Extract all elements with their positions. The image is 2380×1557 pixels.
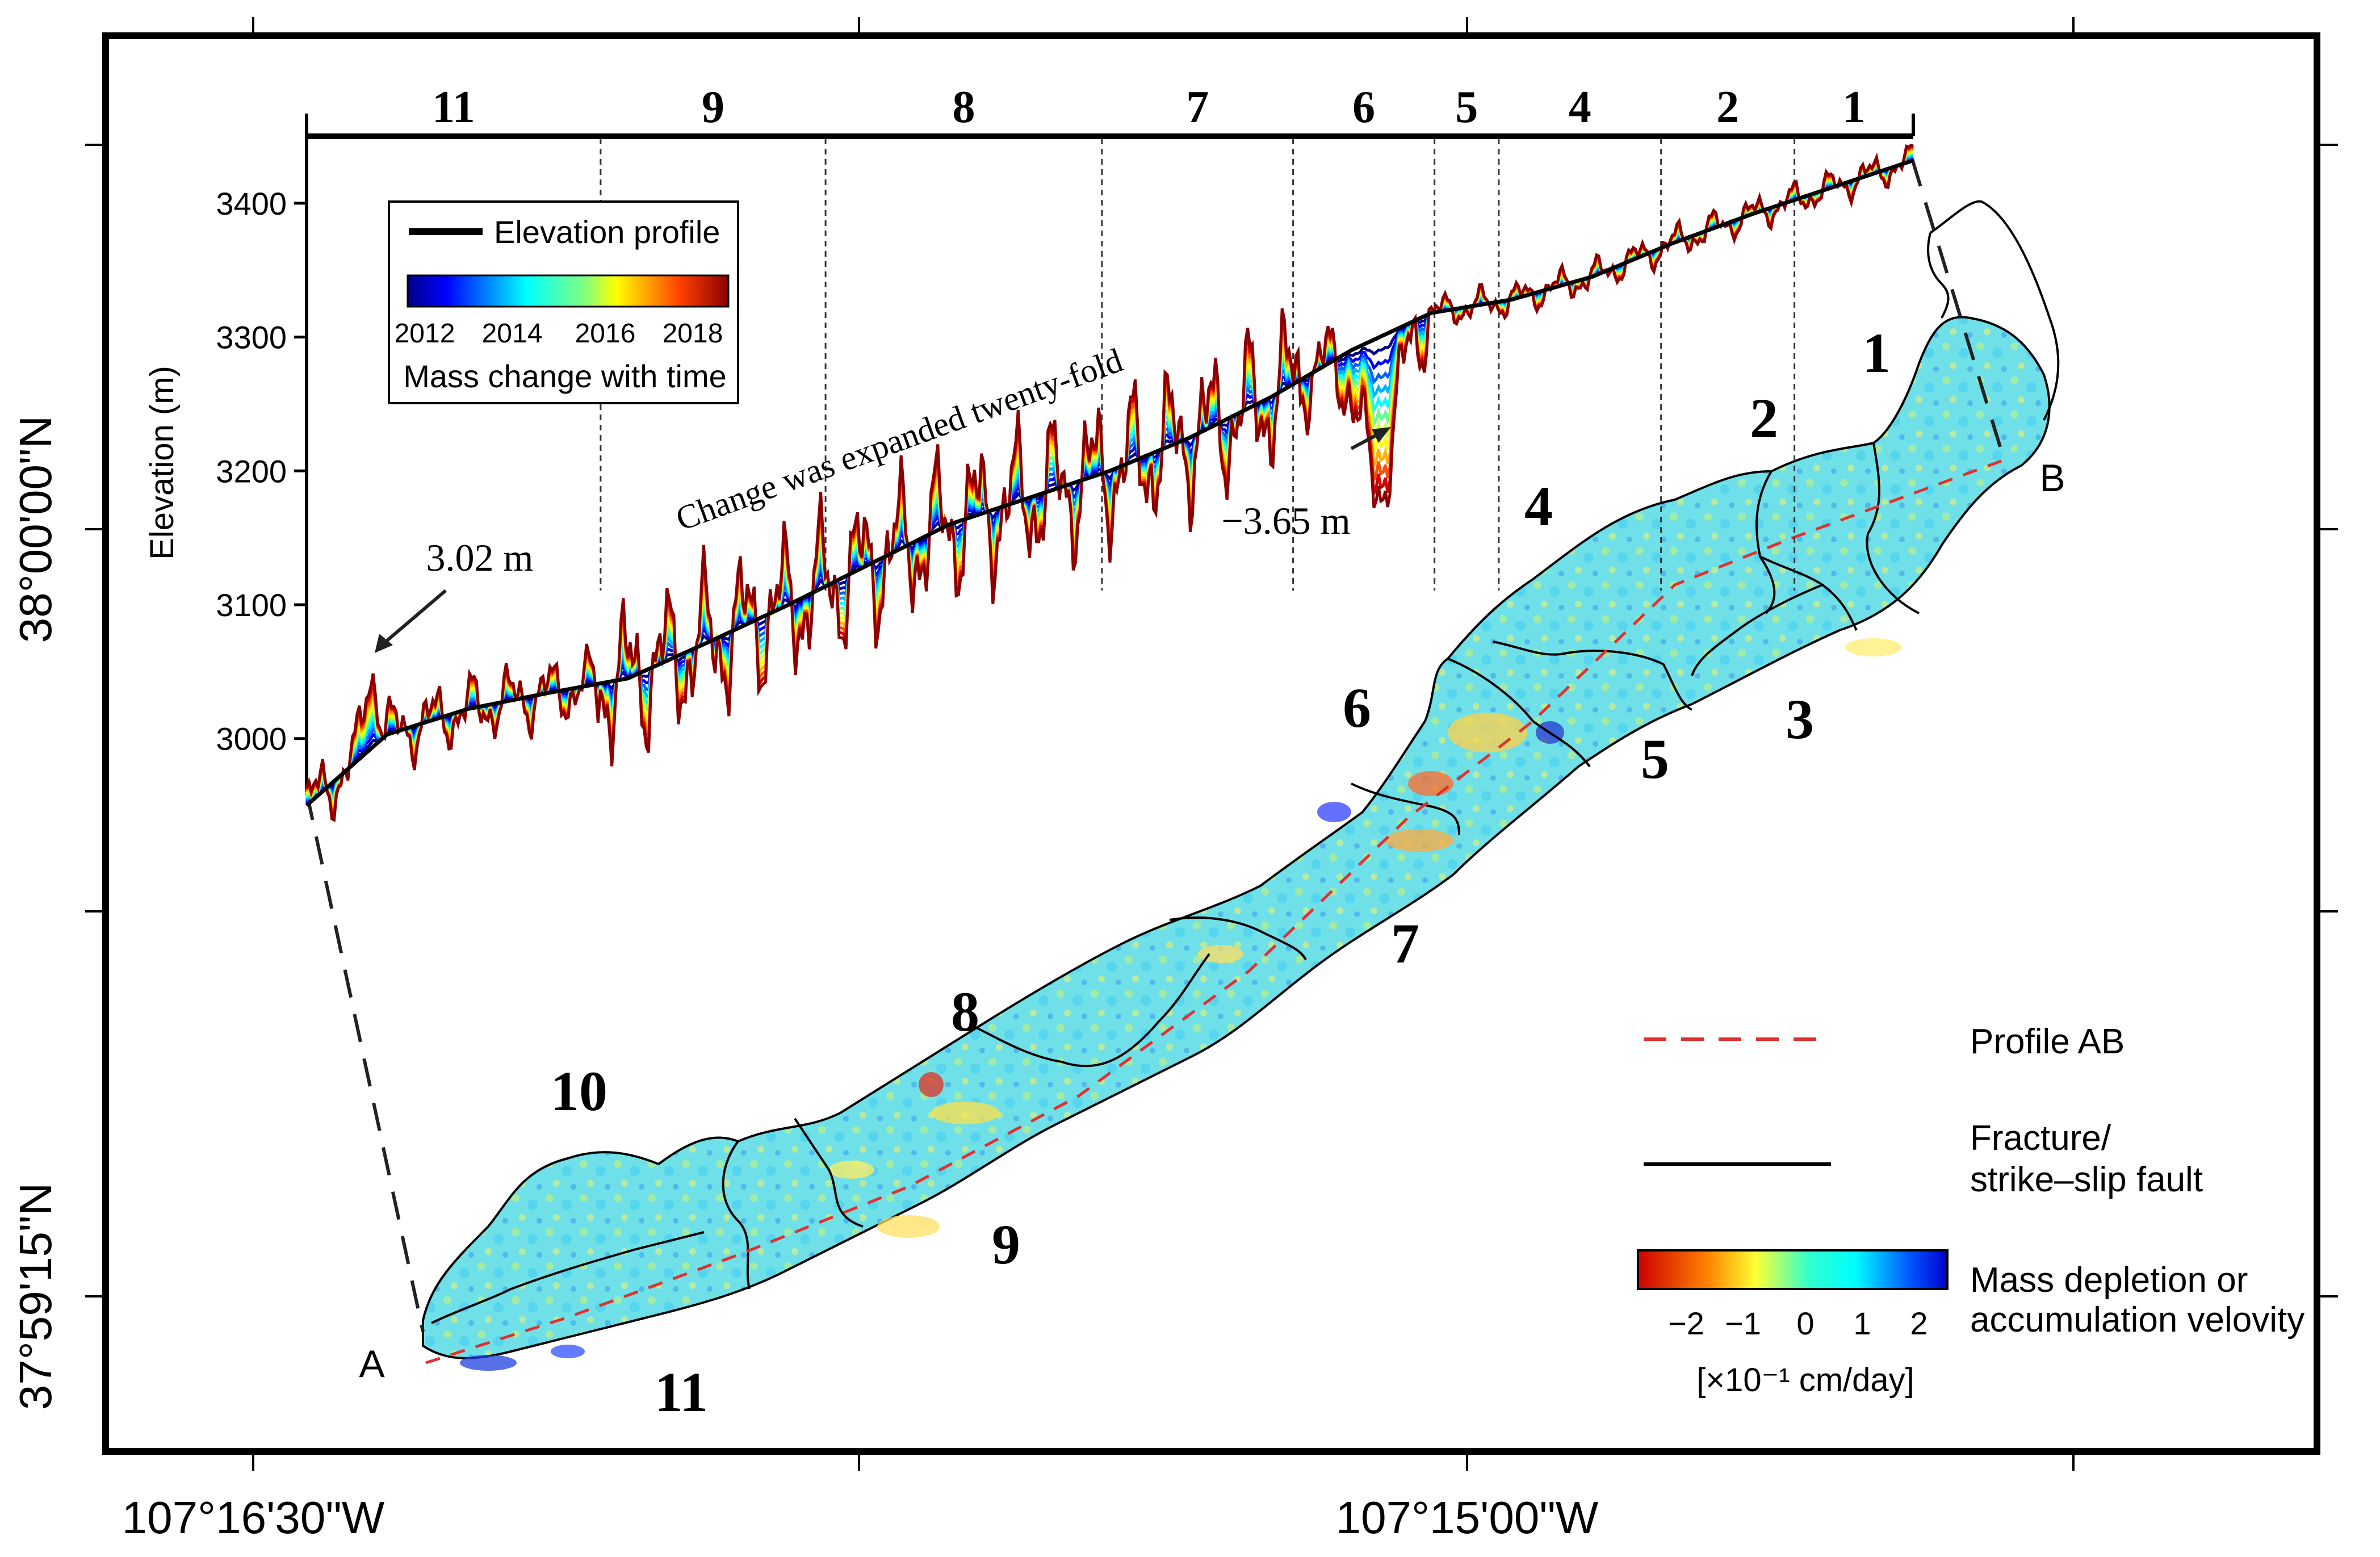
velocity-tick: −1 bbox=[1725, 1305, 1761, 1341]
map-zone-11: 11 bbox=[655, 1361, 708, 1424]
scarp-edge bbox=[1927, 232, 1950, 319]
lon-label-west: 107°16'30"W bbox=[122, 1492, 385, 1543]
landslide-body bbox=[422, 316, 2051, 1359]
lat-label-north: 38°00'00"N bbox=[10, 416, 61, 643]
velocity-tick: −2 bbox=[1668, 1305, 1704, 1341]
time-colorbar-label: Mass change with time bbox=[403, 358, 727, 394]
segment-label: 5 bbox=[1455, 82, 1478, 132]
legend-velocity-label-1: Mass depletion or bbox=[1970, 1261, 2248, 1300]
map-zone-6: 6 bbox=[1343, 676, 1371, 739]
segment-label: 2 bbox=[1716, 82, 1739, 132]
y-axis-label: Elevation (m) bbox=[144, 366, 181, 560]
point-b-label: B bbox=[2039, 457, 2065, 500]
segment-label: 7 bbox=[1186, 82, 1209, 132]
elevation-profile-line bbox=[305, 158, 1914, 807]
mass-change-curve bbox=[305, 143, 1914, 822]
map-legend: Profile AB Fracture/ strike–slip fault −… bbox=[1637, 1022, 2304, 1399]
lat-label-south: 37°59'15"N bbox=[10, 1183, 61, 1410]
legend-fracture-label-1: Fracture/ bbox=[1970, 1119, 2111, 1158]
time-tick: 2018 bbox=[663, 319, 723, 349]
velocity-tick: 1 bbox=[1853, 1305, 1871, 1341]
head-scarp bbox=[1929, 200, 2060, 421]
connector-b bbox=[1910, 158, 2006, 461]
segment-label: 1 bbox=[1842, 82, 1865, 132]
y-tick-label: 3300 bbox=[216, 320, 287, 355]
map-zone-8: 8 bbox=[951, 980, 979, 1043]
velocity-tick: 2 bbox=[1910, 1305, 1928, 1341]
annotation-gain: 3.02 m bbox=[426, 536, 534, 579]
profile-ab-line bbox=[425, 458, 2005, 1365]
legend-profile-label: Profile AB bbox=[1970, 1022, 2125, 1061]
map-zone-5: 5 bbox=[1641, 727, 1669, 790]
legend-velocity-label-2: accumulation velovity bbox=[1970, 1300, 2304, 1340]
time-tick: 2016 bbox=[575, 319, 636, 349]
map-zone-1: 1 bbox=[1862, 321, 1891, 384]
legend-velocity-colorbar bbox=[1637, 1249, 1949, 1290]
point-a-label: A bbox=[359, 1342, 385, 1386]
arrowhead-loss bbox=[1372, 427, 1391, 443]
segment-label: 11 bbox=[432, 82, 475, 132]
segment-label: 6 bbox=[1352, 82, 1375, 132]
y-tick-label: 3000 bbox=[216, 721, 287, 757]
map-zone-10: 10 bbox=[551, 1060, 607, 1123]
annotation-loss: −3.65 m bbox=[1221, 499, 1350, 542]
segment-label: 8 bbox=[952, 82, 975, 132]
fractures bbox=[431, 442, 1920, 1324]
frame-ticks bbox=[85, 17, 2338, 1471]
segment-label: 9 bbox=[702, 82, 724, 132]
arrowhead-gain bbox=[375, 634, 393, 653]
y-tick-label: 3100 bbox=[216, 587, 287, 623]
time-tick: 2014 bbox=[482, 319, 543, 349]
segment-label: 4 bbox=[1569, 82, 1591, 132]
map-zone-4: 4 bbox=[1524, 475, 1553, 538]
map-zone-9: 9 bbox=[992, 1213, 1020, 1276]
y-tick-label: 3400 bbox=[216, 186, 287, 221]
y-tick-label: 3200 bbox=[216, 453, 287, 489]
map-zone-2: 2 bbox=[1750, 387, 1778, 450]
connector-a bbox=[305, 792, 425, 1332]
legend-fracture-label-2: strike–slip fault bbox=[1970, 1160, 2203, 1199]
landslide-map: A B 1 2 3 4 5 6 7 8 9 10 11 bbox=[305, 158, 2065, 1424]
velocity-tick: 0 bbox=[1796, 1305, 1814, 1341]
legend-line-label: Elevation profile bbox=[494, 214, 720, 250]
time-colorbar bbox=[407, 274, 730, 308]
velocity-unit: [×10⁻¹ cm/day] bbox=[1696, 1362, 1914, 1399]
profile-legend: Elevation profile 2012 2014 2016 2018 Ma… bbox=[388, 200, 739, 404]
map-zone-7: 7 bbox=[1391, 912, 1419, 975]
annotation-arrow-gain bbox=[379, 589, 447, 648]
time-tick: 2012 bbox=[395, 319, 455, 349]
lon-label-east: 107°15'00"W bbox=[1336, 1492, 1599, 1543]
map-zone-3: 3 bbox=[1786, 688, 1814, 751]
